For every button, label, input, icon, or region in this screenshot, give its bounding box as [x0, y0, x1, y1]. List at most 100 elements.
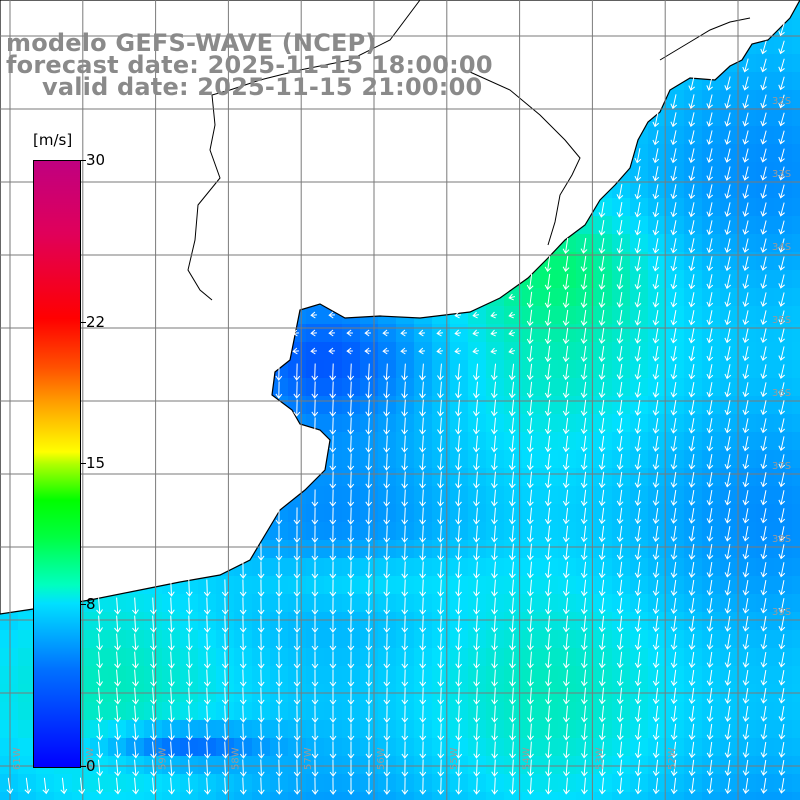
- wind-arrow: [706, 148, 714, 163]
- wind-arrow: [275, 651, 283, 669]
- wind-arrow: [329, 615, 337, 633]
- wind-arrow: [652, 130, 660, 146]
- wind-arrow: [400, 347, 407, 355]
- wind-arrow: [562, 669, 570, 687]
- longitude-label: 52W: [667, 747, 678, 770]
- wind-arrow: [221, 579, 229, 597]
- wind-arrow: [419, 579, 427, 597]
- wind-arrow: [527, 777, 534, 795]
- wind-arrow: [760, 364, 768, 380]
- wind-arrow: [275, 615, 283, 633]
- wind-arrow: [706, 705, 714, 722]
- wind-arrow: [724, 400, 732, 416]
- wind-arrow: [473, 489, 480, 507]
- wind-arrow: [383, 777, 391, 795]
- wind-arrow: [670, 561, 678, 578]
- wind-arrow: [347, 705, 355, 723]
- wind-arrow: [544, 417, 552, 435]
- wind-arrow: [598, 417, 606, 435]
- wind-arrow: [347, 543, 355, 561]
- wind-arrow: [616, 741, 624, 759]
- wind-arrow: [6, 777, 14, 795]
- wind-arrow: [652, 202, 660, 218]
- wind-arrow: [292, 329, 299, 337]
- wind-arrow: [742, 184, 749, 199]
- wind-arrow: [562, 525, 570, 543]
- wind-arrow: [455, 561, 462, 579]
- wind-speed-cell: [18, 720, 37, 739]
- wind-arrow: [724, 346, 732, 362]
- wind-arrow: [168, 669, 175, 687]
- wind-arrow: [652, 687, 660, 705]
- wind-arrow: [437, 615, 445, 633]
- wind-arrow: [508, 329, 516, 337]
- wind-arrow: [203, 597, 211, 615]
- wind-arrow: [491, 489, 498, 507]
- wind-arrow: [688, 346, 696, 362]
- wind-arrow: [634, 238, 642, 254]
- wind-speed-cell: [0, 738, 19, 757]
- wind-arrow: [96, 597, 103, 615]
- wind-arrow: [419, 561, 427, 579]
- wind-arrow: [473, 453, 480, 471]
- wind-speed-cell: [792, 666, 800, 685]
- wind-speed-cell: [234, 792, 253, 800]
- wind-arrow: [383, 399, 390, 417]
- wind-arrow: [473, 777, 481, 795]
- wind-arrow: [724, 777, 732, 795]
- wind-arrow: [329, 507, 337, 525]
- wind-arrow: [257, 579, 265, 597]
- wind-arrow: [598, 597, 606, 615]
- wind-arrow: [616, 273, 624, 290]
- wind-arrow: [778, 759, 786, 776]
- wind-arrow: [544, 543, 552, 561]
- wind-arrow: [580, 417, 588, 435]
- wind-arrow: [742, 777, 750, 794]
- wind-arrow: [616, 220, 624, 236]
- wind-arrow: [598, 201, 606, 218]
- wind-arrow: [724, 615, 732, 632]
- wind-arrow: [185, 687, 193, 705]
- wind-arrow: [293, 687, 301, 705]
- wind-arrow: [706, 130, 714, 145]
- wind-arrow: [491, 615, 498, 633]
- wind-arrow: [778, 22, 785, 37]
- border-line: [187, 0, 421, 301]
- longitude-label: 56W: [376, 747, 387, 770]
- wind-arrow: [670, 741, 678, 759]
- wind-arrow: [311, 363, 319, 381]
- wind-speed-cell: [288, 792, 307, 800]
- wind-arrow: [652, 274, 660, 290]
- wind-arrow: [760, 598, 768, 614]
- wind-arrow: [580, 255, 588, 272]
- wind-arrow: [742, 310, 750, 326]
- wind-arrow: [742, 148, 749, 163]
- wind-speed-cell: [792, 108, 800, 127]
- wind-speed-cell: [792, 738, 800, 757]
- wind-arrow: [509, 741, 516, 759]
- wind-speed-cell: [144, 792, 163, 800]
- wind-arrow: [455, 399, 462, 417]
- wind-arrow: [545, 705, 552, 723]
- wind-arrow: [96, 687, 103, 705]
- wind-speed-cell: [432, 792, 451, 800]
- wind-arrow: [437, 363, 444, 381]
- wind-arrow: [203, 579, 211, 597]
- wind-speed-cell: [774, 792, 793, 800]
- wind-arrow: [527, 597, 534, 615]
- longitude-label: 58W: [230, 747, 241, 770]
- wind-arrow: [598, 543, 606, 561]
- wind-arrow: [347, 435, 355, 453]
- wind-arrow: [724, 669, 732, 686]
- wind-arrow: [365, 579, 373, 597]
- wind-arrow: [347, 579, 355, 597]
- wind-arrow: [473, 705, 481, 723]
- wind-arrow: [760, 508, 768, 524]
- wind-arrow: [652, 489, 660, 506]
- wind-speed-cell: [792, 144, 800, 163]
- wind-arrow: [311, 525, 319, 543]
- wind-arrow: [670, 399, 678, 416]
- wind-arrow: [724, 651, 732, 668]
- wind-arrow: [742, 58, 749, 73]
- wind-speed-cell: [0, 720, 19, 739]
